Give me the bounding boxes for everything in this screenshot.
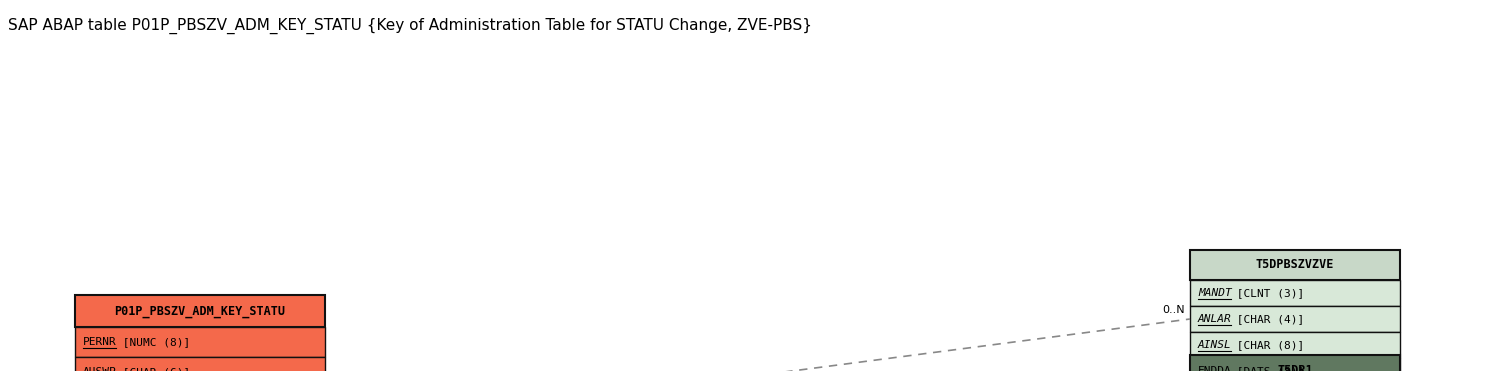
Text: [DATS (8)]: [DATS (8)]: [1231, 366, 1305, 371]
Text: [CHAR (4)]: [CHAR (4)]: [1231, 314, 1305, 324]
Text: SAP ABAP table P01P_PBSZV_ADM_KEY_STATU {Key of Administration Table for STATU C: SAP ABAP table P01P_PBSZV_ADM_KEY_STATU …: [8, 18, 813, 34]
Text: ENDDA: ENDDA: [1198, 366, 1231, 371]
Text: ANLAR: ANLAR: [1198, 314, 1231, 324]
Text: [NUMC (8)]: [NUMC (8)]: [116, 337, 190, 347]
Bar: [1190, 358, 1400, 371]
Text: 0..N: 0..N: [1162, 305, 1184, 315]
Bar: [1190, 306, 1400, 332]
Bar: [1190, 355, 1400, 371]
Text: T5DR1: T5DR1: [1278, 364, 1312, 371]
Text: MANDT: MANDT: [1198, 288, 1231, 298]
Bar: [75, 327, 325, 357]
Text: [CHAR (8)]: [CHAR (8)]: [1231, 340, 1305, 350]
Bar: [1190, 332, 1400, 358]
Text: [CLNT (3)]: [CLNT (3)]: [1231, 288, 1305, 298]
Text: [CHAR (6)]: [CHAR (6)]: [116, 367, 190, 371]
Bar: [1190, 250, 1400, 280]
Text: T5DPBSZVZVE: T5DPBSZVZVE: [1255, 259, 1335, 272]
Text: PERNR: PERNR: [83, 337, 117, 347]
Bar: [75, 295, 325, 327]
Text: AINSL: AINSL: [1198, 340, 1231, 350]
Text: P01P_PBSZV_ADM_KEY_STATU: P01P_PBSZV_ADM_KEY_STATU: [114, 305, 286, 318]
Bar: [1190, 280, 1400, 306]
Text: AUSWP: AUSWP: [83, 367, 117, 371]
Bar: [75, 357, 325, 371]
